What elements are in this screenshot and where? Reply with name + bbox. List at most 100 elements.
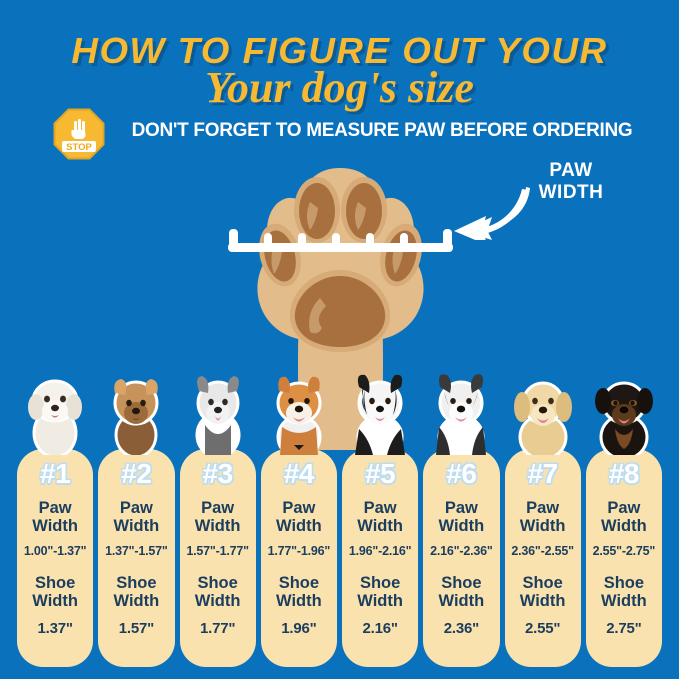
paw-width-label: Paw Width [276, 499, 322, 535]
shoe-width-value: 1.77" [199, 620, 236, 637]
shoe-width-label-line2: Width [32, 592, 78, 610]
dog-photo-bichon-frise [28, 379, 83, 455]
shoe-width-label-line1: Shoe [278, 574, 320, 592]
stop-sign-badge: STOP [53, 108, 105, 160]
shoe-width-label-line2: Width [357, 592, 403, 610]
shoe-width-value: 2.75" [606, 620, 642, 637]
shoe-width-label-line2: Width [601, 592, 647, 610]
paw-width-label-line2: Width [438, 517, 485, 535]
size-card-2[interactable]: #2 Paw Width 1.37"-1.57" Shoe Width 1.57… [98, 379, 175, 667]
shoe-width-value: 2.16" [362, 620, 398, 637]
arrow-svg [454, 187, 530, 245]
paw-width-label: Paw Width [357, 499, 403, 535]
page-title-line1: HOW TO FIGURE OUT YOUR [71, 30, 608, 71]
dog-photo-rottweiler [594, 381, 653, 455]
paw-width-label-line2: Width [276, 517, 322, 535]
paw-width-label-line1: Paw [526, 499, 560, 517]
size-card-6[interactable]: #6 Paw Width 2.16"-2.36" Shoe Width 2.36… [423, 374, 500, 667]
shoe-width-label: Shoe Width [114, 574, 160, 610]
paw-width-label: Paw Width [32, 499, 78, 535]
shoe-width-value: 1.37" [37, 620, 73, 637]
paw-width-label-line1: Paw [38, 499, 72, 517]
shoe-width-value: 1.96" [281, 620, 317, 637]
paw-width-label: Paw Width [114, 499, 160, 535]
size-cards-row: #1 Paw Width 1.00"-1.37" Shoe Width 1.37… [17, 374, 662, 667]
size-card-number: #8 [608, 458, 640, 489]
stop-sign-text: STOP [66, 142, 92, 153]
paw-width-label-line1: Paw [201, 499, 235, 517]
shoe-width-label-line1: Shoe [359, 574, 401, 592]
shoe-width-label-line1: Shoe [116, 574, 157, 592]
shoe-width-label: Shoe Width [601, 574, 647, 610]
size-card-8[interactable]: #8 Paw Width 2.55"-2.75" Shoe Width 2.75… [585, 381, 662, 667]
paw-width-label-line2: Width [113, 517, 160, 535]
size-card-number: #5 [365, 458, 396, 489]
shoe-width-label: Shoe Width [439, 574, 485, 610]
shoe-width-label-line1: Shoe [441, 574, 482, 592]
paw-width-value: 1.57"-1.77" [186, 544, 249, 558]
paw-width-value: 1.00"-1.37" [23, 544, 87, 558]
shoe-width-label-line1: Shoe [603, 574, 645, 592]
size-card-4[interactable]: #4 Paw Width 1.77"-1.96" Shoe Width 1.96… [260, 376, 337, 667]
paw-width-label: Paw Width [520, 499, 566, 535]
ruler-svg [228, 229, 453, 252]
shoe-width-label-line2: Width [519, 592, 566, 610]
size-card-number: #3 [202, 458, 234, 489]
size-card-number: #1 [40, 458, 71, 489]
page-title-line2: Your dog's size [205, 63, 474, 112]
size-card-number: #2 [121, 458, 152, 489]
size-card-5[interactable]: #5 Paw Width 1.96"-2.16" Shoe Width 2.16… [342, 374, 419, 667]
shoe-width-label-line2: Width [438, 592, 485, 610]
paw-width-label-line2: Width [519, 517, 566, 535]
paw-width-label-line1: Paw [444, 499, 478, 517]
dog-photo-scruffy-terrier [195, 376, 241, 455]
paw-width-label-line1: Paw [363, 499, 397, 517]
shoe-width-label: Shoe Width [195, 574, 241, 610]
size-card-number: #7 [527, 458, 559, 489]
paw-width-callout-line2: WIDTH [538, 182, 604, 203]
shoe-width-value: 2.55" [524, 620, 561, 637]
paw-width-label-line1: Paw [119, 499, 153, 517]
paw-width-label-line2: Width [357, 517, 403, 535]
paw-width-label-line2: Width [194, 517, 241, 535]
shoe-width-label: Shoe Width [357, 574, 403, 610]
page-subtitle: DON'T FORGET TO MEASURE PAW BEFORE ORDER… [131, 120, 633, 141]
shoe-width-label: Shoe Width [276, 574, 322, 610]
shoe-width-label-line1: Shoe [34, 574, 76, 592]
paw-width-label-line2: Width [601, 517, 647, 535]
dog-photo-shiba-inu [276, 376, 322, 455]
paw-width-value: 1.96"-2.16" [348, 544, 412, 558]
paw-width-label: Paw Width [439, 499, 485, 535]
paw-width-callout: PAW WIDTH [506, 160, 636, 204]
size-card-number: #4 [283, 458, 315, 489]
shoe-width-label: Shoe Width [32, 574, 78, 610]
paw-width-label-line2: Width [32, 517, 78, 535]
size-card-3[interactable]: #3 Paw Width 1.57"-1.77" Shoe Width 1.77… [179, 376, 256, 667]
paw-width-value: 1.77"-1.96" [267, 544, 331, 558]
ruler-measure-icon [228, 226, 453, 256]
dog-photo-golden-retriever [513, 381, 572, 455]
paw-width-value: 2.55"-2.75" [592, 544, 656, 558]
paw-width-value: 1.37"-1.57" [105, 544, 168, 558]
shoe-width-label-line2: Width [113, 592, 160, 610]
shoe-width-value: 1.57" [118, 620, 155, 637]
shoe-width-label-line2: Width [276, 592, 322, 610]
shoe-width-label-line1: Shoe [522, 574, 563, 592]
shoe-width-label-line2: Width [194, 592, 241, 610]
paw-width-value: 2.16"-2.36" [430, 544, 493, 558]
paw-width-label-line1: Paw [607, 499, 641, 517]
size-card-1[interactable]: #1 Paw Width 1.00"-1.37" Shoe Width 1.37… [17, 379, 94, 667]
stop-hand-icon: STOP [53, 108, 105, 160]
dog-photo-husky [436, 374, 487, 455]
paw-width-label: Paw Width [195, 499, 241, 535]
size-card-number: #6 [446, 458, 477, 489]
dog-photo-yorkshire-terrier [113, 379, 159, 455]
dog-photo-border-collie [355, 374, 406, 455]
curved-arrow-icon [452, 185, 532, 245]
paw-width-label: Paw Width [601, 499, 647, 535]
paw-width-value: 2.36"-2.55" [511, 544, 574, 558]
paw-width-callout-line1: PAW [549, 160, 593, 181]
shoe-width-label-line1: Shoe [197, 574, 238, 592]
size-card-7[interactable]: #7 Paw Width 2.36"-2.55" Shoe Width 2.55… [504, 381, 581, 667]
